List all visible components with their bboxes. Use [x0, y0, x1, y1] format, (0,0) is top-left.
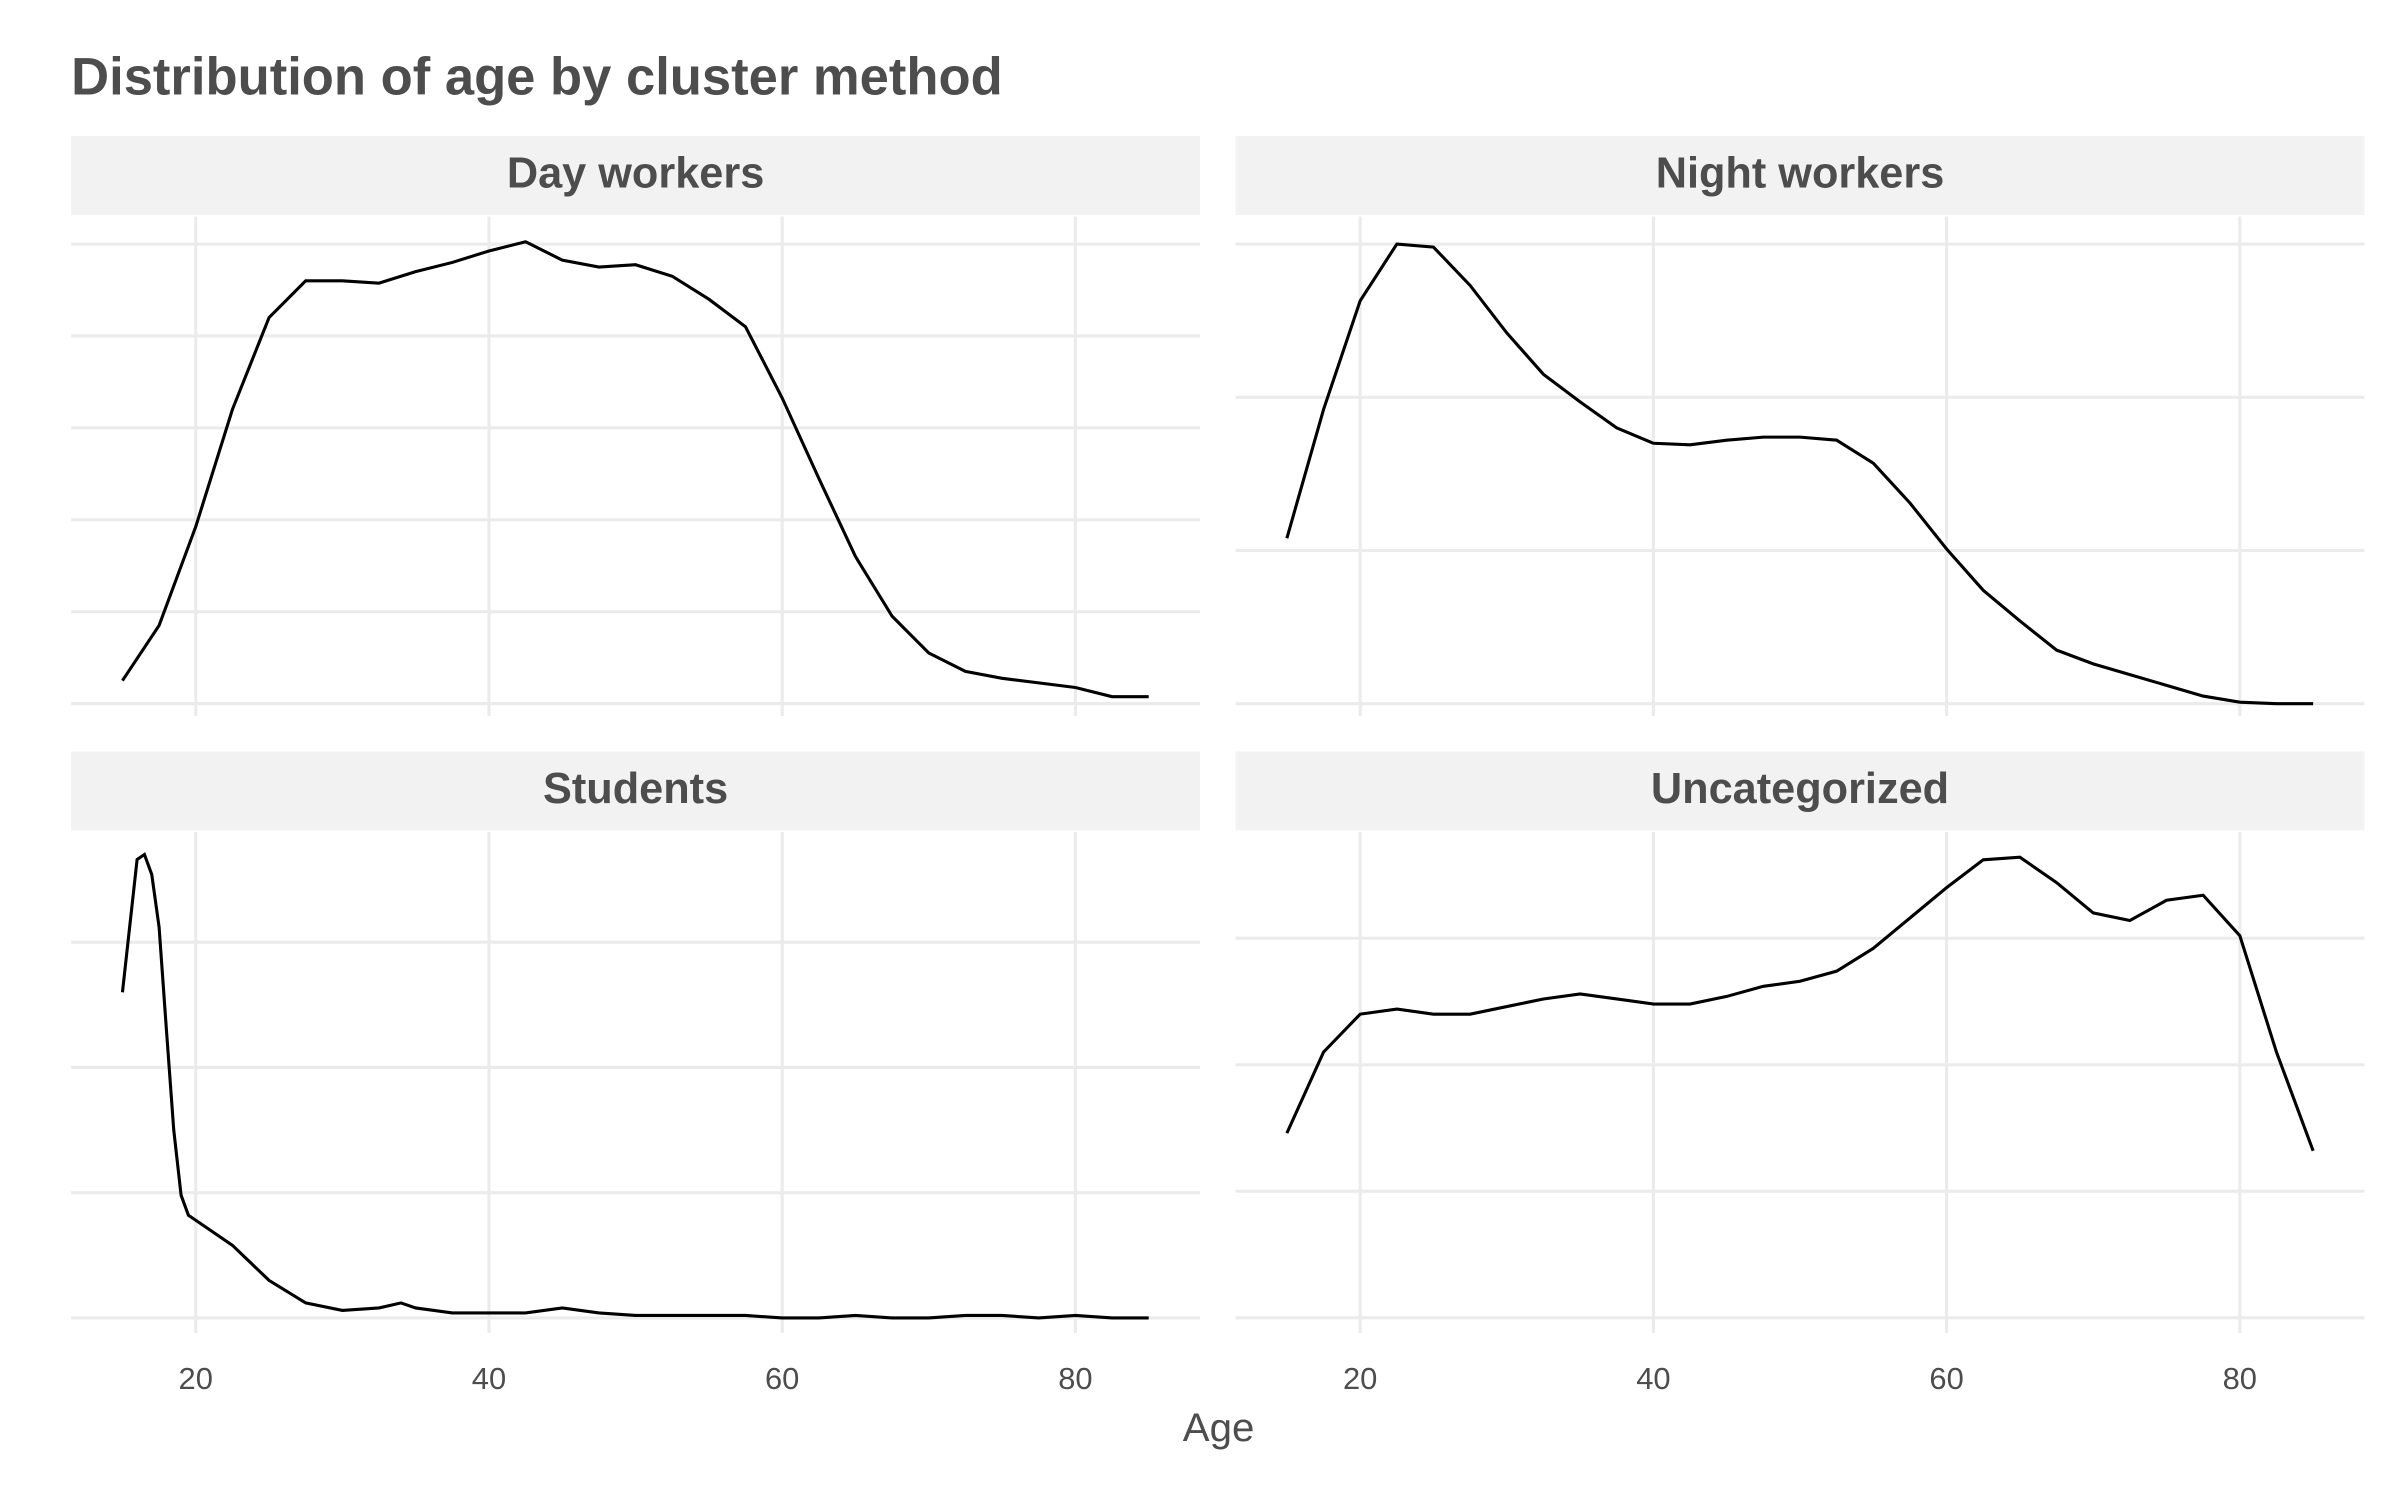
density-line: [1285, 855, 2315, 1152]
density-line: [120, 852, 1149, 1320]
x-tick-label: 40: [1636, 1361, 1670, 1396]
facet-title: Uncategorized: [1651, 765, 1949, 813]
facet-strip: [1235, 136, 2365, 215]
chart-title: Distribution of age by cluster method: [71, 47, 1003, 106]
x-tick-label: 80: [2223, 1361, 2257, 1396]
x-tick-label: 20: [179, 1361, 213, 1396]
density-line: [1285, 242, 2314, 706]
density-line: [121, 240, 1149, 699]
facet-strip: [71, 751, 1200, 831]
x-tick-label: 80: [1058, 1361, 1092, 1396]
x-tick-label: 40: [472, 1361, 506, 1396]
facet-title: Night workers: [1656, 150, 1945, 198]
facet-strip: [1235, 751, 2365, 831]
x-axis-label: Age: [1183, 1405, 1255, 1450]
facet-title: Students: [543, 765, 728, 813]
x-tick-label: 20: [1343, 1361, 1377, 1396]
x-tick-label: 60: [1929, 1361, 1963, 1396]
facet-title: Day workers: [507, 150, 764, 198]
facet-strip: [71, 136, 1200, 215]
x-tick-label: 60: [765, 1361, 799, 1396]
